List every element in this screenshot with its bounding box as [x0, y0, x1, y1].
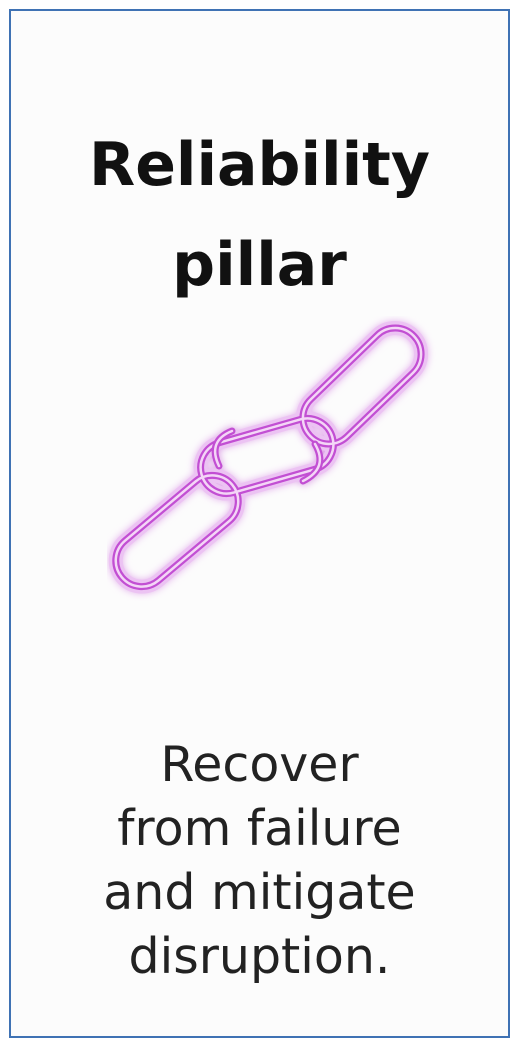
card-title: Reliability pillar [11, 115, 508, 315]
description-line-3: and mitigate [103, 864, 416, 921]
chain-link-icon [108, 321, 429, 594]
card-description: Recover from failure and mitigate disrup… [11, 733, 508, 989]
description-line-1: Recover [160, 736, 359, 793]
description-line-2: from failure [117, 800, 402, 857]
card-title-line-2: pillar [172, 230, 347, 300]
card-title-line-1: Reliability [89, 130, 430, 200]
description-line-4: disruption. [128, 928, 391, 985]
reliability-pillar-card: Reliability pillar [9, 9, 510, 1038]
